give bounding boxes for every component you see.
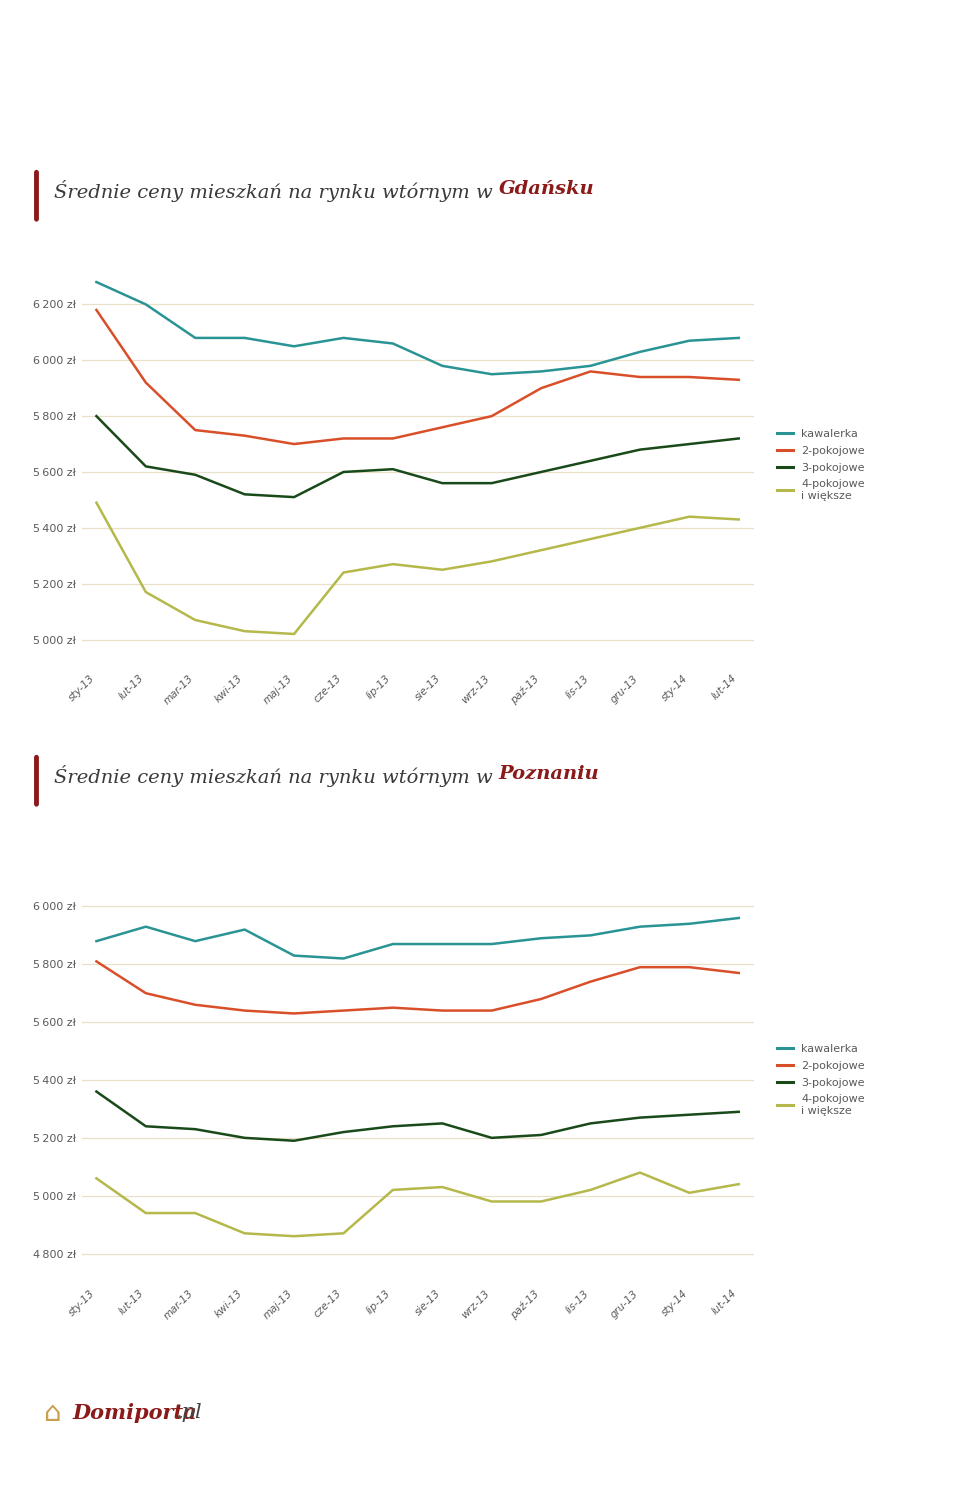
Text: Średnie ceny mieszkań na rynku wtórnym w: Średnie ceny mieszkań na rynku wtórnym w [54,180,499,203]
Text: Średnie ceny mieszkań na rynku wtórnym w: Średnie ceny mieszkań na rynku wtórnym w [54,765,499,788]
Legend: kawalerka, 2-pokojowe, 3-pokojowe, 4-pokojowe
i większe: kawalerka, 2-pokojowe, 3-pokojowe, 4-pok… [773,424,870,506]
Text: ⌂: ⌂ [44,1400,61,1426]
Text: Gdańsku: Gdańsku [499,180,594,198]
Text: Poznaniu: Poznaniu [499,765,599,783]
Legend: kawalerka, 2-pokojowe, 3-pokojowe, 4-pokojowe
i większe: kawalerka, 2-pokojowe, 3-pokojowe, 4-pok… [773,1040,870,1120]
Text: - 10 -: - 10 - [362,32,406,45]
Text: Średnie ceny mieszkań na rynku wtórnym w Gdańsku: Średnie ceny mieszkań na rynku wtórnym w… [54,180,636,203]
Text: .pl: .pl [175,1404,202,1422]
Text: Domiporta: Domiporta [72,1402,197,1423]
